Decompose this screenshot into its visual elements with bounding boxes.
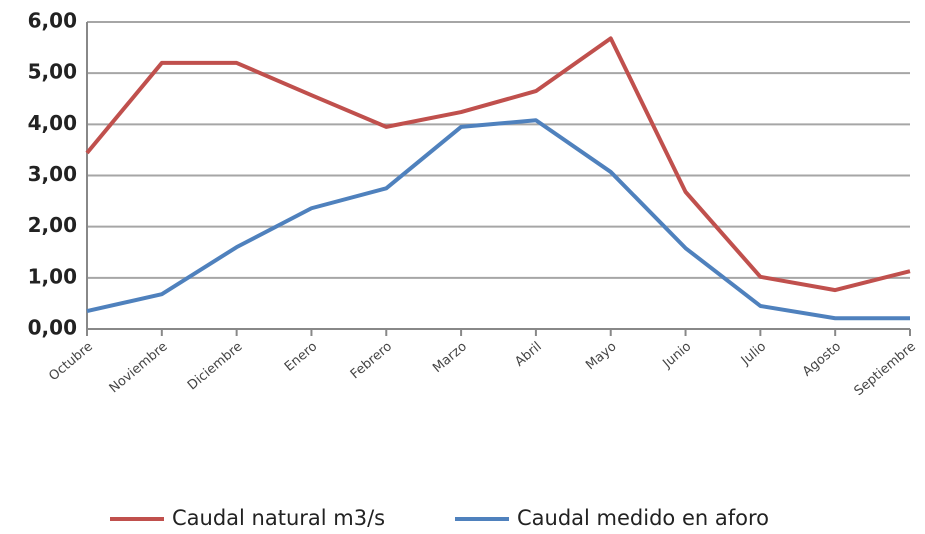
x-tick-label: Noviembre	[107, 339, 171, 396]
x-tick-label: Febrero	[348, 339, 395, 382]
x-tick-label: Abril	[512, 339, 544, 370]
y-tick-label: 4,00	[28, 111, 77, 135]
legend-label: Caudal natural m3/s	[172, 506, 385, 530]
x-tick-label: Julio	[738, 339, 769, 369]
x-tick-label: Agosto	[800, 339, 844, 379]
y-tick-label: 6,00	[28, 9, 77, 33]
x-tick-label: Junio	[660, 339, 695, 372]
y-tick-label: 1,00	[28, 264, 77, 288]
x-tick-label: Septiembre	[852, 339, 919, 399]
y-tick-label: 3,00	[28, 162, 77, 186]
x-tick-label: Mayo	[583, 339, 619, 373]
x-tick-label: Enero	[282, 339, 320, 375]
x-tick-label: Octubre	[46, 339, 96, 384]
series-line	[85, 36, 911, 293]
y-tick-label: 0,00	[28, 316, 77, 340]
y-tick-label: 5,00	[28, 60, 77, 84]
legend-label: Caudal medido en aforo	[517, 506, 769, 530]
y-tick-label: 2,00	[28, 213, 77, 237]
series-line	[86, 118, 910, 321]
x-tick-label: Marzo	[430, 339, 470, 376]
x-tick-label: Diciembre	[185, 339, 245, 393]
